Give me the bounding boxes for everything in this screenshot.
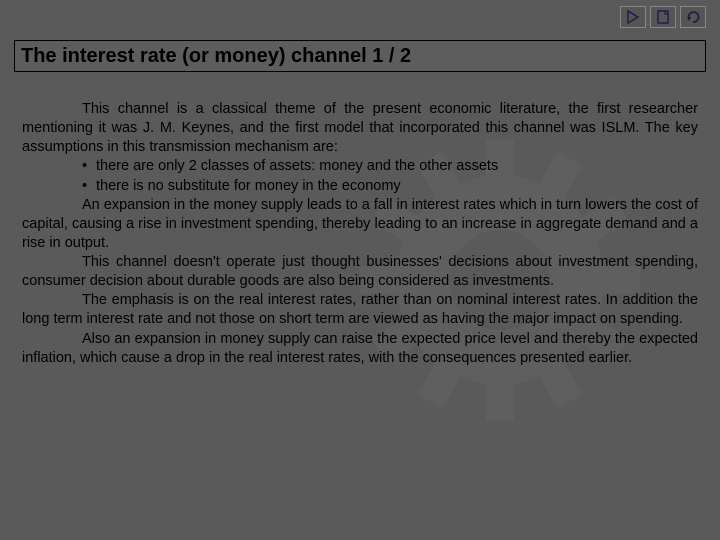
next-slide-icon[interactable]: [620, 6, 646, 28]
bullet-mark: •: [82, 157, 96, 176]
bullet-item-1: •there are only 2 classes of assets: mon…: [82, 157, 698, 176]
paragraph-5: Also an expansion in money supply can ra…: [22, 330, 698, 368]
title-bar: The interest rate (or money) channel 1 /…: [14, 40, 706, 72]
bullet-list: •there are only 2 classes of assets: mon…: [82, 157, 698, 195]
return-icon[interactable]: [680, 6, 706, 28]
nav-icon-row: [620, 6, 706, 28]
paragraph-4: The emphasis is on the real interest rat…: [22, 291, 698, 329]
document-icon[interactable]: [650, 6, 676, 28]
paragraph-1: This channel is a classical theme of the…: [22, 100, 698, 157]
paragraph-3: This channel doesn't operate just though…: [22, 253, 698, 291]
body-content: This channel is a classical theme of the…: [22, 100, 698, 368]
bullet-mark: •: [82, 177, 96, 196]
page-title: The interest rate (or money) channel 1 /…: [21, 45, 411, 68]
bullet-item-2: •there is no substitute for money in the…: [82, 177, 698, 196]
paragraph-2: An expansion in the money supply leads t…: [22, 196, 698, 253]
